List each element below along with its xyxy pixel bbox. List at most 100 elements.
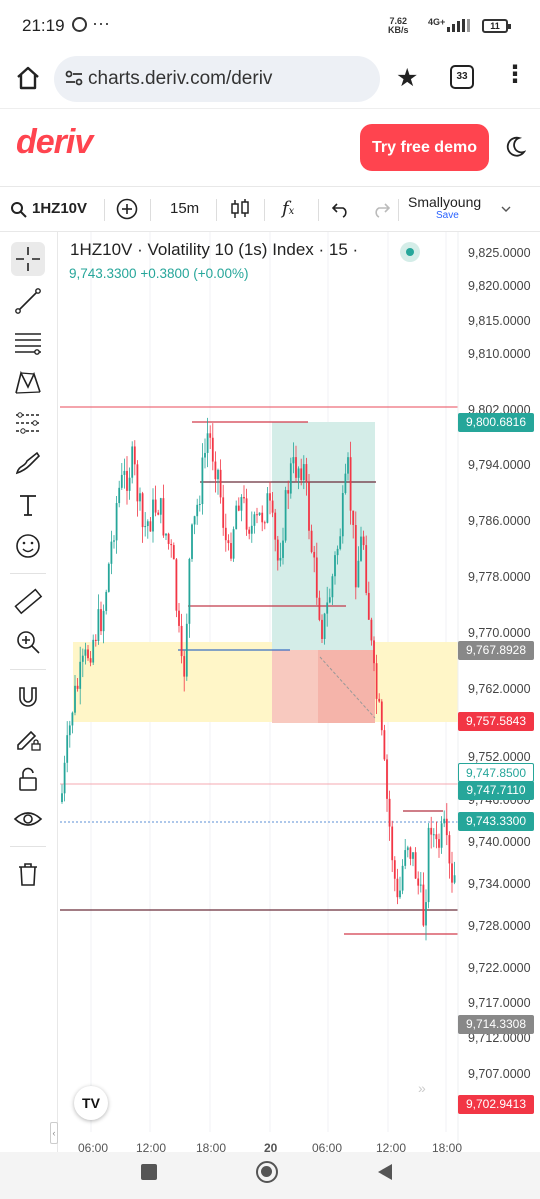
candle-body [115, 503, 118, 541]
forecast-icon[interactable] [11, 406, 45, 440]
divider [318, 199, 319, 221]
indicators-icon[interactable]: fx [282, 198, 295, 219]
candle-body [422, 884, 425, 926]
tradingview-logo[interactable]: TV [74, 1086, 108, 1120]
market-status-icon [400, 242, 420, 262]
candle-body [191, 524, 193, 559]
candles-icon[interactable] [230, 198, 250, 220]
time-axis-label: 18:00 [196, 1141, 227, 1152]
candle-body [417, 878, 420, 886]
divider [10, 669, 46, 670]
zoom-in-icon[interactable] [11, 625, 45, 659]
divider [264, 199, 265, 221]
candle-body [388, 798, 391, 827]
candle-body [383, 730, 386, 760]
moon-icon[interactable] [504, 136, 526, 158]
browser-bar: charts.deriv.com/deriv ★ 33 ⋮ [0, 52, 540, 108]
time-axis-label: 18:00 [432, 1141, 463, 1152]
app-header: deriv Try free demo [0, 108, 540, 186]
collapse-toolbar-icon[interactable]: ‹ [50, 1122, 58, 1144]
bookmark-star-icon[interactable]: ★ [396, 64, 419, 92]
candle-body [323, 613, 326, 639]
eye-icon[interactable] [11, 802, 45, 836]
chart-area[interactable]: 1HZ10V · Volatility 10 (1s) Index · 15 ·… [58, 232, 540, 1152]
candle-body [328, 597, 331, 603]
candle-body [380, 701, 383, 731]
long-position-loss-fill [318, 650, 375, 723]
candle-body [248, 529, 251, 534]
address-bar[interactable]: charts.deriv.com/deriv [54, 56, 380, 102]
save-label[interactable]: Save [436, 210, 459, 221]
site-info-icon[interactable] [64, 68, 84, 88]
candle-body [94, 639, 97, 642]
candle-body [237, 505, 240, 511]
price-axis-label: 9,778.0000 [468, 570, 531, 584]
candle-body [253, 514, 256, 526]
candle-body [230, 543, 232, 559]
candle-body [157, 512, 160, 515]
candle-body [445, 818, 448, 836]
undo-icon[interactable] [332, 200, 350, 218]
candle-body [126, 470, 128, 491]
candle-body [414, 852, 417, 879]
lock-drawing-icon[interactable] [11, 721, 45, 755]
zone-highlight [73, 642, 458, 722]
candle-body [245, 498, 248, 530]
price-axis-label: 9,786.0000 [468, 514, 531, 528]
candle-body [250, 525, 253, 534]
price-change: +0.3800 [140, 266, 190, 281]
compare-add-icon[interactable] [116, 198, 138, 220]
candle-body [76, 685, 79, 689]
candle-body [89, 658, 92, 663]
recents-icon[interactable] [141, 1164, 157, 1180]
candle-body [227, 540, 230, 544]
time-axis-label: 12:00 [376, 1141, 407, 1152]
back-icon[interactable] [376, 1162, 394, 1182]
divider [398, 199, 399, 221]
magnet-icon[interactable] [11, 680, 45, 714]
interval-button[interactable]: 15m [170, 200, 200, 217]
candle-body [401, 865, 404, 891]
price-tag: 9,747.7110 [458, 781, 534, 800]
price-axis-label: 9,717.0000 [468, 996, 531, 1010]
divider [10, 846, 46, 847]
try-free-demo-button[interactable]: Try free demo [360, 124, 489, 171]
price-axis-label: 9,734.0000 [468, 877, 531, 891]
browser-menu-icon[interactable]: ⋮ [503, 61, 527, 88]
redo-icon[interactable] [372, 200, 390, 218]
tab-switcher-button[interactable]: 33 [450, 65, 474, 89]
candle-body [427, 827, 430, 903]
trash-icon[interactable] [11, 857, 45, 891]
text-icon[interactable] [11, 488, 45, 522]
scroll-to-latest-icon[interactable]: » [418, 1080, 426, 1096]
candle-body [419, 884, 422, 886]
chart-canvas[interactable] [58, 232, 540, 1152]
layout-name[interactable]: Smallyoung [408, 194, 482, 210]
price-axis-label: 9,762.0000 [468, 682, 531, 696]
candle-body [375, 663, 378, 699]
lock-icon[interactable] [11, 762, 45, 796]
trend-line-icon[interactable] [11, 284, 45, 318]
home-icon[interactable] [14, 64, 42, 92]
candle-body [180, 625, 183, 657]
price-axis-label: 9,810.0000 [468, 347, 531, 361]
candle-body [318, 597, 321, 620]
candle-body [334, 555, 336, 577]
candle-body [404, 850, 407, 866]
candle-body [321, 619, 323, 639]
home-nav-icon[interactable] [256, 1161, 278, 1183]
candle-body [209, 433, 212, 438]
drawing-toolbar: ‹ [0, 232, 58, 1152]
ruler-icon[interactable] [11, 584, 45, 618]
candle-body [162, 498, 165, 536]
time-axis-label: 12:00 [136, 1141, 167, 1152]
price-axis-label: 9,815.0000 [468, 314, 531, 328]
candle-body [308, 482, 310, 531]
chevron-down-icon[interactable] [500, 204, 512, 214]
pattern-icon[interactable] [11, 365, 45, 399]
crosshair-icon[interactable] [11, 242, 45, 276]
brush-icon[interactable] [11, 447, 45, 481]
deriv-logo: deriv [16, 123, 93, 161]
emoji-icon[interactable] [11, 529, 45, 563]
fib-lines-icon[interactable] [11, 325, 45, 359]
